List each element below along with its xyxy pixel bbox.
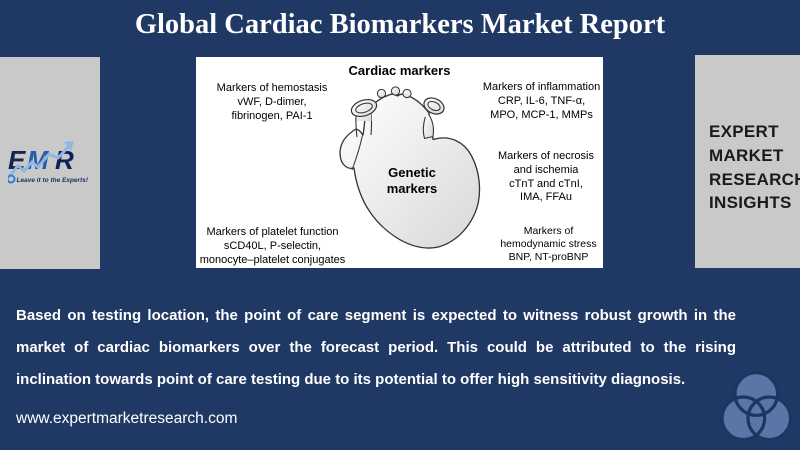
svg-text:Leave it to the Experts!: Leave it to the Experts! [17, 177, 89, 184]
svg-text:M: M [27, 145, 50, 175]
